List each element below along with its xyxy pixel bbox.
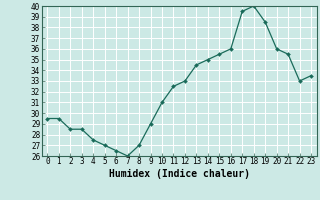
X-axis label: Humidex (Indice chaleur): Humidex (Indice chaleur) bbox=[109, 169, 250, 179]
